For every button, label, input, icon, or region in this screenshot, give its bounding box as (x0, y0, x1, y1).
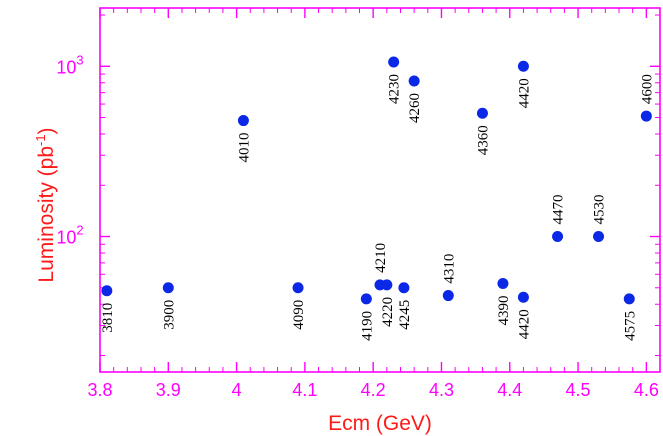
x-tick-label: 3.9 (156, 380, 181, 400)
y-tick-base: 10 (56, 57, 76, 77)
data-point (237, 115, 249, 127)
data-point (497, 277, 509, 289)
data-point-label: 4470 (551, 195, 567, 225)
x-tick-label: 4.4 (497, 380, 522, 400)
x-tick-label: 3.8 (87, 380, 112, 400)
data-point (476, 107, 488, 119)
y-axis-title-close: ) (35, 127, 58, 134)
data-point (388, 56, 400, 68)
y-tick-exponent: 2 (76, 223, 83, 238)
y-tick-exponent: 3 (76, 52, 83, 67)
axis-ticks (99, 8, 661, 372)
data-point (623, 293, 635, 305)
data-points (101, 56, 652, 305)
data-point (517, 60, 529, 72)
data-point (381, 279, 393, 291)
y-tick-base: 10 (56, 228, 76, 248)
data-point-label: 4360 (475, 125, 491, 155)
x-tick-label: 4.2 (361, 380, 386, 400)
data-point (360, 293, 372, 305)
plot-frame (99, 7, 661, 373)
y-tick-label: 103 (56, 52, 83, 77)
data-point-label: 4210 (373, 243, 389, 273)
data-point-label: 4090 (291, 300, 307, 330)
x-tick-label: 4.5 (566, 380, 591, 400)
data-point (517, 291, 529, 303)
data-point (442, 290, 454, 302)
data-point-label: 4230 (387, 74, 403, 104)
data-point-label: 4575 (622, 311, 638, 341)
plot-border (99, 7, 661, 373)
data-point-label: 4245 (397, 300, 413, 330)
data-point-label: 4600 (639, 74, 655, 104)
data-point-label: 4260 (407, 93, 423, 123)
data-point-label: 4420 (516, 309, 532, 339)
data-point (593, 231, 605, 243)
data-point (101, 285, 113, 297)
data-point (292, 282, 304, 294)
data-point (552, 231, 564, 243)
data-point-label: 4220 (380, 297, 396, 327)
data-point (640, 110, 652, 122)
y-axis-title-main: Luminosity (pb (35, 146, 58, 283)
x-tick-label: 4.6 (634, 380, 659, 400)
data-point-label: 3900 (161, 300, 177, 330)
y-tick-label: 102 (56, 223, 83, 248)
x-tick-label: 4.1 (292, 380, 317, 400)
y-axis-title: Luminosity (pb-1) (33, 127, 58, 282)
x-axis-title: Ecm (GeV) (328, 412, 432, 435)
x-tick-label: 4.3 (429, 380, 454, 400)
axis-titles: Ecm (GeV) Luminosity (pb-1) (33, 127, 432, 435)
data-point-label: 3810 (100, 303, 116, 333)
data-point (398, 282, 410, 294)
data-point (162, 282, 174, 294)
x-tick-label: 4 (232, 380, 242, 400)
data-point-labels: 3810 3900 4010 4090 4190 4210 4220 4230 4245 4260… (100, 74, 656, 341)
data-point-label: 4190 (359, 311, 375, 341)
data-point (408, 75, 420, 87)
y-axis-title-sup: -1 (33, 134, 48, 146)
data-point-label: 4530 (592, 195, 608, 225)
data-point-label: 4310 (441, 254, 457, 284)
data-point-label: 4390 (496, 295, 512, 325)
data-point-label: 4010 (236, 133, 252, 163)
data-point-label: 4420 (516, 78, 532, 108)
